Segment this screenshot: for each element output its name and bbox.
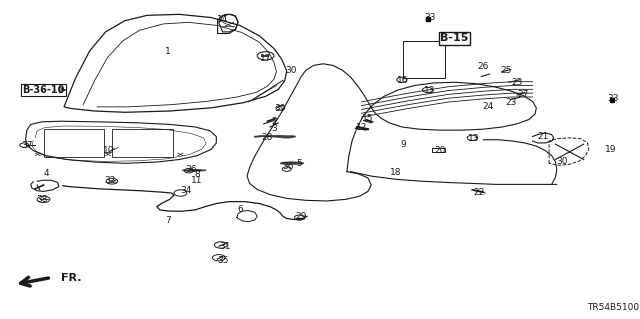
Text: 13: 13 — [468, 134, 479, 143]
Text: 17: 17 — [260, 54, 271, 63]
Text: 9: 9 — [401, 140, 406, 149]
Text: 16: 16 — [397, 76, 409, 85]
Bar — [432, 148, 445, 152]
Text: B-36-10: B-36-10 — [22, 85, 65, 95]
Text: 29: 29 — [295, 212, 307, 221]
Text: 34: 34 — [180, 186, 191, 195]
Text: 8: 8 — [195, 170, 200, 179]
Text: 30: 30 — [285, 66, 297, 75]
Bar — [112, 129, 173, 157]
Text: 36: 36 — [185, 165, 196, 174]
Text: FR.: FR. — [61, 273, 81, 283]
Text: 3: 3 — [271, 124, 276, 133]
Text: 7: 7 — [165, 216, 170, 225]
Text: 26: 26 — [477, 62, 489, 71]
Text: 20: 20 — [435, 146, 446, 155]
Polygon shape — [280, 162, 304, 164]
Text: 5: 5 — [297, 159, 302, 168]
Text: 10: 10 — [103, 146, 115, 155]
Bar — [403, 41, 445, 78]
Text: 15: 15 — [362, 114, 374, 122]
Text: 33: 33 — [607, 94, 619, 103]
Polygon shape — [182, 170, 206, 171]
Text: 6: 6 — [237, 205, 243, 214]
Text: 21: 21 — [537, 132, 548, 141]
Text: B-15: B-15 — [440, 33, 468, 43]
Text: 2: 2 — [271, 117, 276, 126]
Bar — [44, 129, 104, 157]
Text: 23: 23 — [511, 78, 523, 87]
Text: 35: 35 — [217, 256, 228, 265]
Text: 18: 18 — [390, 168, 401, 177]
Text: 12: 12 — [356, 123, 367, 132]
Text: 28: 28 — [262, 133, 273, 142]
Polygon shape — [255, 136, 296, 138]
Text: TR54B5100: TR54B5100 — [587, 303, 639, 312]
Text: 31: 31 — [220, 242, 231, 251]
Text: 13: 13 — [424, 86, 436, 95]
Text: 24: 24 — [482, 102, 493, 111]
Text: 33: 33 — [424, 13, 436, 22]
Text: 14: 14 — [217, 15, 228, 24]
Text: 30: 30 — [556, 157, 568, 166]
Text: 25: 25 — [500, 66, 511, 75]
Text: 19: 19 — [605, 145, 617, 154]
Text: 37: 37 — [21, 141, 33, 150]
Text: 36: 36 — [282, 162, 294, 171]
Text: 4: 4 — [44, 169, 49, 178]
Text: 32: 32 — [104, 176, 116, 185]
Text: 22: 22 — [473, 188, 484, 197]
Text: 11: 11 — [191, 176, 203, 185]
Text: 27: 27 — [518, 90, 529, 99]
Text: 38: 38 — [36, 195, 47, 204]
Text: 23: 23 — [505, 98, 516, 107]
Text: 1: 1 — [165, 47, 170, 56]
Text: 39: 39 — [275, 104, 286, 113]
